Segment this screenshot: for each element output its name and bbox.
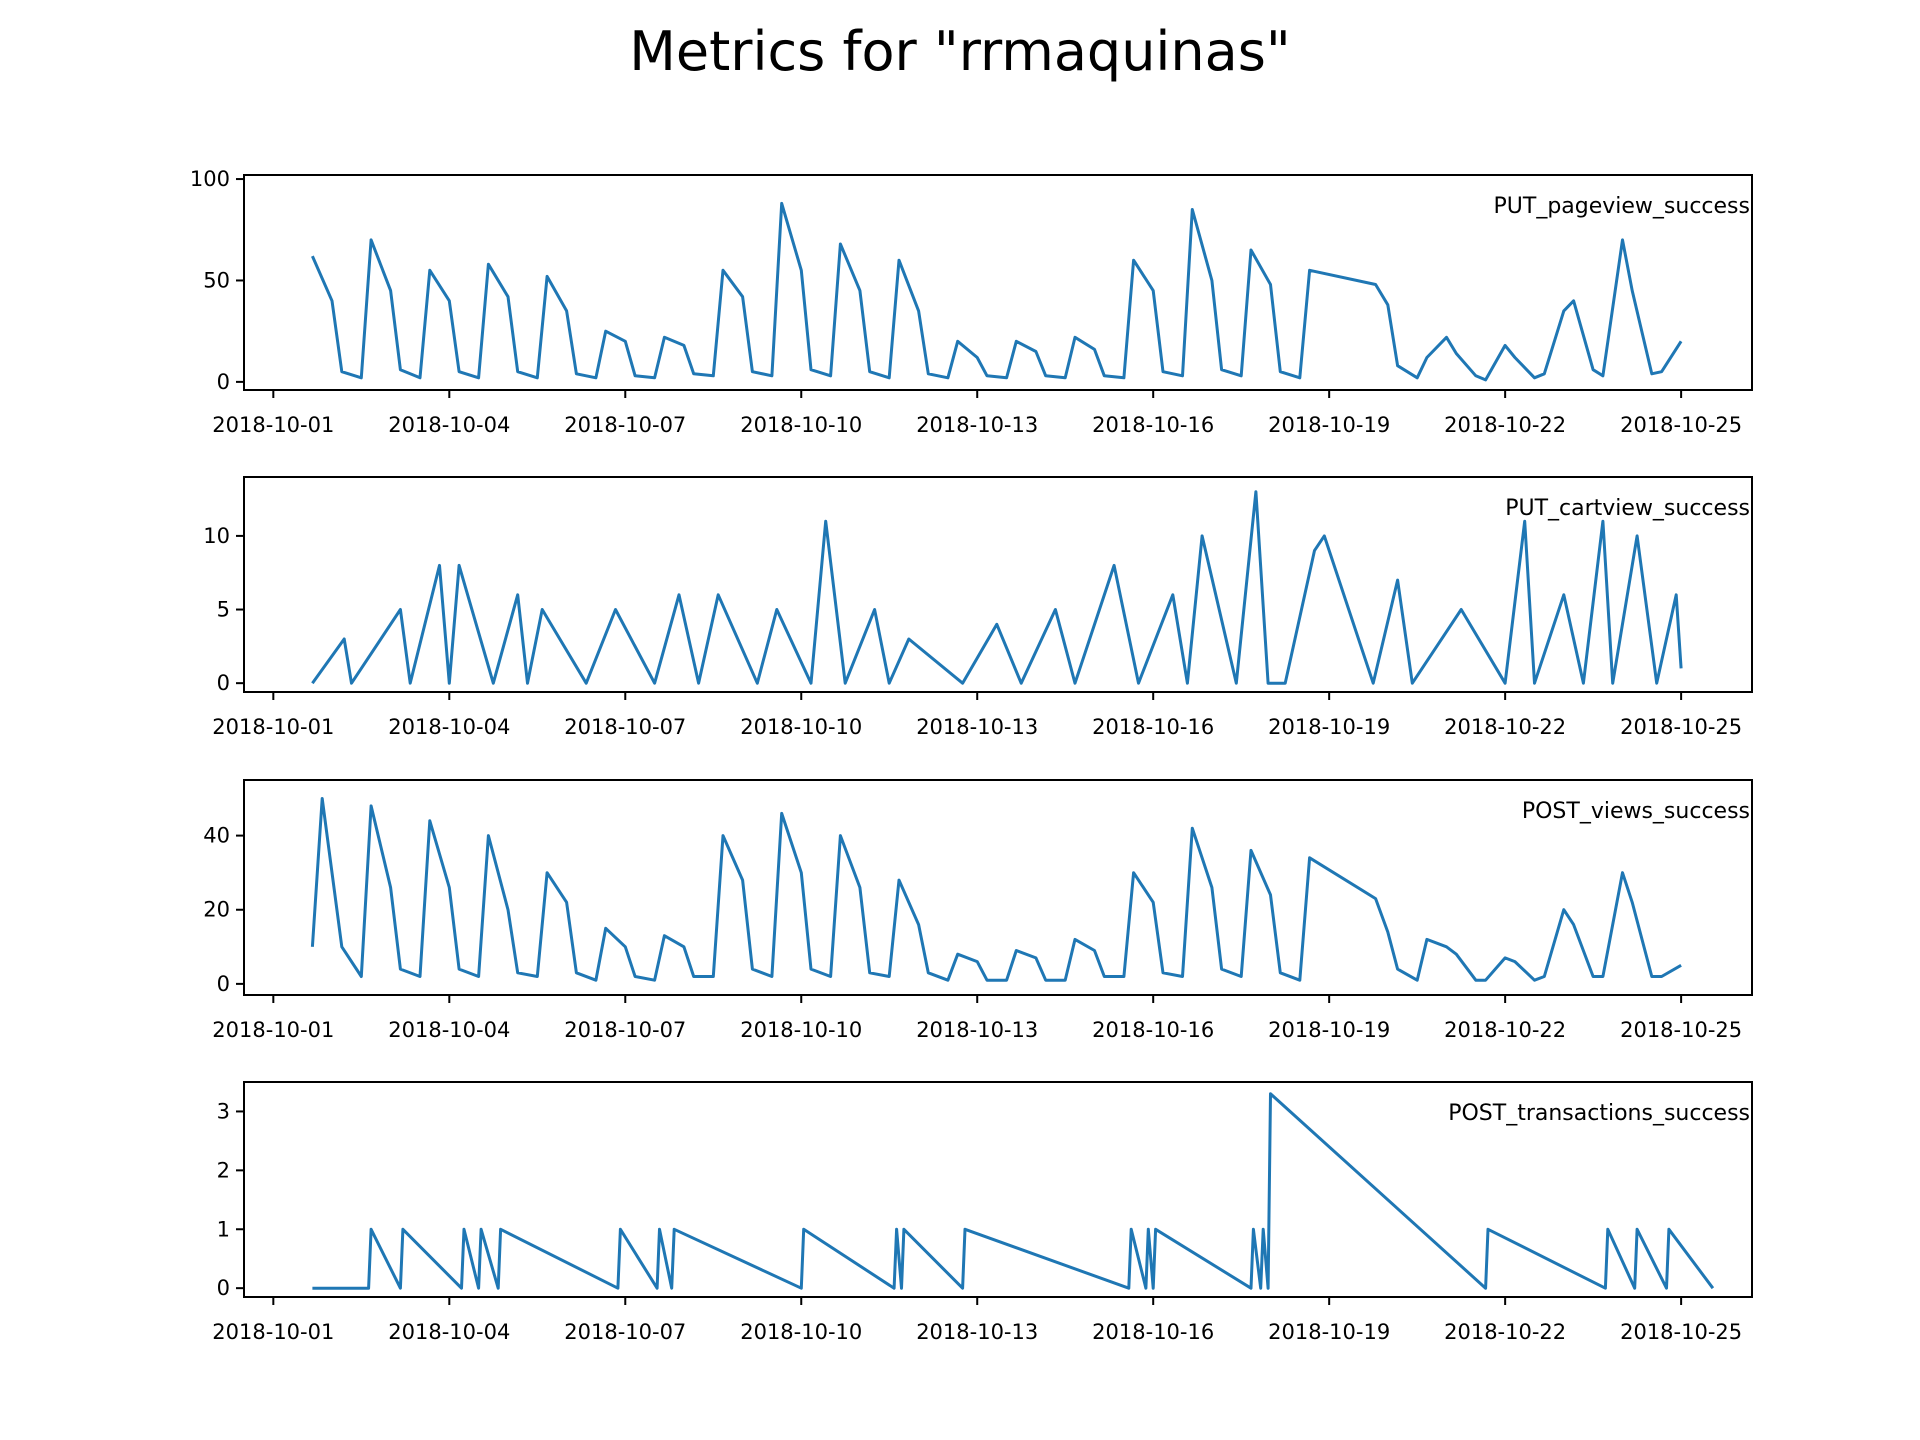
x-tick-label: 2018-10-07 (564, 413, 686, 437)
axes-frame (243, 779, 1753, 996)
panel-views: POST_views_success 0 20 40 2018-10-01 2018-10… (203, 779, 1753, 1042)
x-tick-label: 2018-10-01 (212, 1320, 334, 1344)
x-tick-label: 2018-10-07 (564, 715, 686, 739)
x-tick-label: 2018-10-25 (1620, 413, 1742, 437)
series-name: PUT_cartview_success (1505, 496, 1750, 521)
x-tick-label: 2018-10-07 (564, 1320, 686, 1344)
x-tick-label: 2018-10-25 (1620, 715, 1742, 739)
x-tick-label: 2018-10-04 (388, 1018, 510, 1042)
y-tick-label: 0 (217, 1276, 230, 1300)
x-tick-label: 2018-10-01 (212, 413, 334, 437)
y-tick-label: 20 (203, 898, 230, 922)
x-tick-label: 2018-10-16 (1092, 1320, 1214, 1344)
x-tick-label: 2018-10-16 (1092, 413, 1214, 437)
series-line (311, 490, 1683, 685)
panel-cartview: PUT_cartview_success 0 5 10 2018-10-01 2018-1… (203, 476, 1753, 739)
x-tick-label: 2018-10-22 (1444, 1320, 1566, 1344)
x-tick-label: 2018-10-13 (916, 1320, 1038, 1344)
y-tick-label: 100 (190, 167, 230, 191)
x-tick-label: 2018-10-19 (1268, 1018, 1390, 1042)
x-tick-label: 2018-10-10 (740, 413, 862, 437)
series-name: POST_transactions_success (1448, 1101, 1750, 1126)
x-tick-label: 2018-10-07 (564, 1018, 686, 1042)
x-tick-label: 2018-10-01 (212, 715, 334, 739)
x-tick-label: 2018-10-19 (1268, 413, 1390, 437)
y-tick-label: 1 (217, 1217, 230, 1241)
x-tick-label: 2018-10-16 (1092, 715, 1214, 739)
x-tick-label: 2018-10-04 (388, 715, 510, 739)
x-tick-label: 2018-10-22 (1444, 413, 1566, 437)
x-tick-label: 2018-10-25 (1620, 1018, 1742, 1042)
y-tick-label: 10 (203, 524, 230, 548)
series-line (310, 797, 1682, 982)
x-tick-label: 2018-10-13 (916, 715, 1038, 739)
y-tick-label: 3 (217, 1099, 230, 1123)
y-tick-label: 0 (217, 370, 230, 394)
axes-frame (243, 1081, 1753, 1298)
series-name: PUT_pageview_success (1494, 194, 1750, 219)
x-tick-label: 2018-10-25 (1620, 1320, 1742, 1344)
y-tick-label: 2 (217, 1158, 230, 1182)
x-tick-label: 2018-10-19 (1268, 1320, 1390, 1344)
series-name: POST_views_success (1522, 799, 1750, 824)
panel-transactions: POST_transactions_success 0 1 2 3 2018-10-01 2… (212, 1081, 1753, 1344)
x-tick-label: 2018-10-22 (1444, 1018, 1566, 1042)
axes-frame (243, 476, 1753, 693)
x-tick-label: 2018-10-10 (740, 715, 862, 739)
x-tick-label: 2018-10-22 (1444, 715, 1566, 739)
x-tick-label: 2018-10-10 (740, 1320, 862, 1344)
y-tick-label: 50 (203, 268, 230, 292)
x-tick-label: 2018-10-13 (916, 1018, 1038, 1042)
axes-frame (243, 174, 1753, 391)
x-tick-label: 2018-10-10 (740, 1018, 862, 1042)
y-tick-label: 40 (203, 824, 230, 848)
x-tick-label: 2018-10-13 (916, 413, 1038, 437)
y-tick-label: 0 (217, 671, 230, 695)
x-tick-label: 2018-10-16 (1092, 1018, 1214, 1042)
figure-title: Metrics for "rrmaquinas" (629, 20, 1291, 83)
x-tick-label: 2018-10-19 (1268, 715, 1390, 739)
y-tick-label: 5 (217, 598, 230, 622)
x-tick-label: 2018-10-04 (388, 1320, 510, 1344)
series-line (311, 201, 1683, 382)
y-tick-label: 0 (217, 972, 230, 996)
series-line (312, 1092, 1715, 1290)
x-tick-label: 2018-10-01 (212, 1018, 334, 1042)
x-tick-label: 2018-10-04 (388, 413, 510, 437)
panel-pageview: PUT_pageview_success 0 50 100 2018-10-01 2018… (190, 167, 1753, 437)
